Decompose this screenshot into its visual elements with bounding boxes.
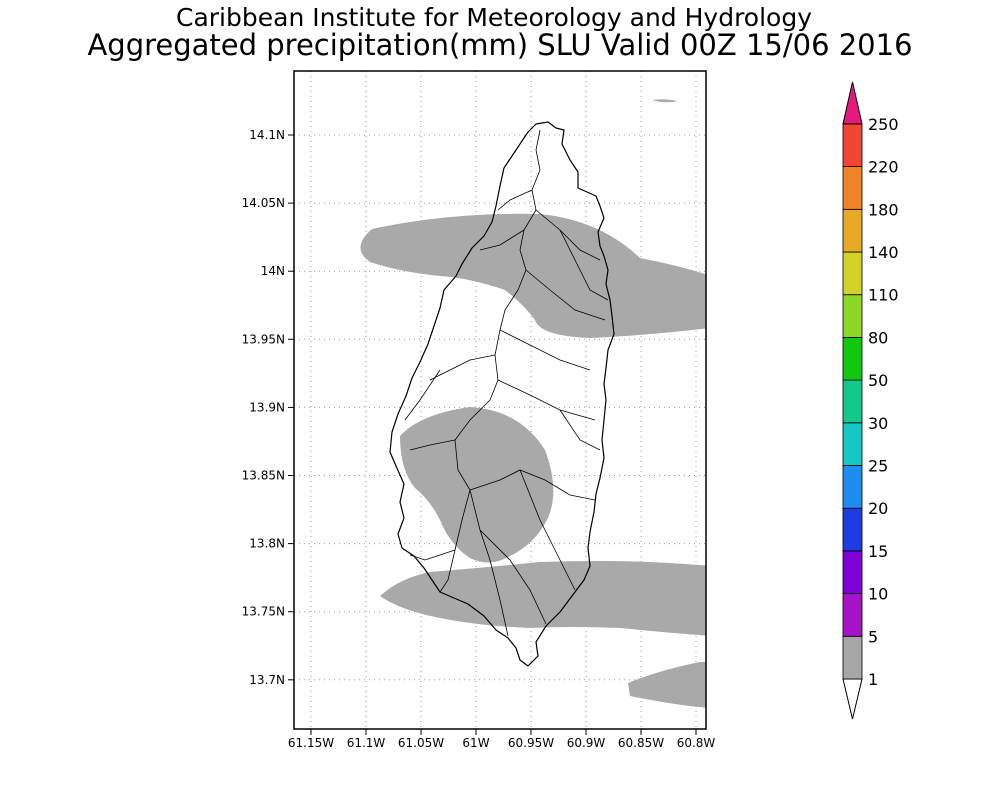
watershed-line <box>489 289 519 401</box>
colorbar-swatch <box>842 379 863 424</box>
colorbar-label: 20 <box>868 499 888 518</box>
colorbar-label: 250 <box>868 115 899 134</box>
watershed-line <box>479 529 547 625</box>
watershed-line <box>469 469 596 501</box>
colorbar-label: 220 <box>868 158 899 177</box>
lat-tick-label: 13.9N <box>249 400 285 414</box>
colorbar-swatch <box>842 422 863 466</box>
lon-tick-label: 60.85W <box>618 736 664 750</box>
colorbar-swatch <box>842 251 863 296</box>
colorbar-label: 110 <box>868 286 899 305</box>
colorbar-label: 140 <box>868 243 899 262</box>
colorbar-swatch <box>842 208 863 253</box>
colorbar-swatch <box>842 465 863 509</box>
lat-tick-label: 14.05N <box>242 196 285 210</box>
island-coastline <box>389 121 615 667</box>
lon-tick-label: 61.15W <box>288 736 334 750</box>
precip-area-north <box>360 213 706 338</box>
lon-tick-label: 61.1W <box>347 736 386 750</box>
watershed-line <box>525 269 606 321</box>
colorbar-swatch <box>842 635 863 680</box>
watershed-line <box>497 379 596 421</box>
lon-tick-label: 60.95W <box>508 736 554 750</box>
precip-areas <box>360 99 706 708</box>
watershed-line <box>499 329 591 371</box>
lat-tick-label: 13.95N <box>242 332 285 346</box>
watershed-line <box>559 409 601 451</box>
watershed-line <box>479 229 525 251</box>
lat-tick-label: 14N <box>261 264 285 278</box>
colorbar-label: 30 <box>868 414 888 433</box>
colorbar-swatch <box>842 336 863 381</box>
watershed-line <box>535 209 601 261</box>
colorbar-label: 80 <box>868 328 888 347</box>
colorbar-label: 1 <box>868 670 878 689</box>
watershed-line <box>469 489 509 637</box>
longitude-axis: 61.15W 61.1W 61.05W 61W 60.95W 60.9W 60.85W 60.… <box>288 729 716 750</box>
colorbar-swatch <box>842 294 863 338</box>
colorbar-swatch <box>842 166 863 210</box>
title-institute: Caribbean Institute for Meteorology and … <box>176 3 812 32</box>
latitude-axis: 14.1N 14.05N 14N 13.95N 13.9N 13.85N 13.8N 13.7… <box>242 128 294 687</box>
lon-tick-label: 60.8W <box>677 736 716 750</box>
precip-area-south <box>380 561 706 636</box>
title-product: Aggregated precipitation(mm) SLU Valid 0… <box>87 28 913 62</box>
island-saint-lucia <box>389 121 615 667</box>
lon-tick-label: 60.9W <box>567 736 606 750</box>
watershed-line <box>409 439 456 451</box>
colorbar-above-triangle <box>842 81 863 125</box>
watershed-lines <box>404 129 609 637</box>
precip-area-ne-blob <box>652 99 678 103</box>
watershed-line <box>429 354 496 381</box>
colorbar-label: 180 <box>868 200 899 219</box>
watershed-line <box>519 469 576 591</box>
lat-tick-label: 13.7N <box>249 673 285 687</box>
colorbar-swatch <box>842 550 863 595</box>
watershed-line <box>497 189 533 211</box>
colorbar-label: 5 <box>868 627 878 646</box>
lon-tick-label: 61.05W <box>398 736 444 750</box>
lon-tick-label: 61W <box>462 736 489 750</box>
colorbar-below-triangle <box>842 678 863 720</box>
colorbar-swatch <box>842 593 863 637</box>
map-frame <box>293 70 707 730</box>
lat-tick-label: 13.8N <box>249 537 285 551</box>
colorbar-swatch <box>842 507 863 552</box>
watershed-line <box>404 369 441 421</box>
precip-area-southeast <box>628 662 706 708</box>
watershed-line <box>559 229 609 301</box>
colorbar-label: 10 <box>868 585 888 604</box>
watershed-line <box>409 549 456 561</box>
lat-tick-label: 13.85N <box>242 469 285 483</box>
colorbar-label: 25 <box>868 457 888 476</box>
precip-area-central <box>400 407 554 563</box>
lat-tick-label: 13.75N <box>242 605 285 619</box>
colorbar-label: 50 <box>868 371 888 390</box>
lat-tick-label: 14.1N <box>249 128 285 142</box>
colorbar-swatch <box>842 123 863 168</box>
colorbar-label: 15 <box>868 542 888 561</box>
